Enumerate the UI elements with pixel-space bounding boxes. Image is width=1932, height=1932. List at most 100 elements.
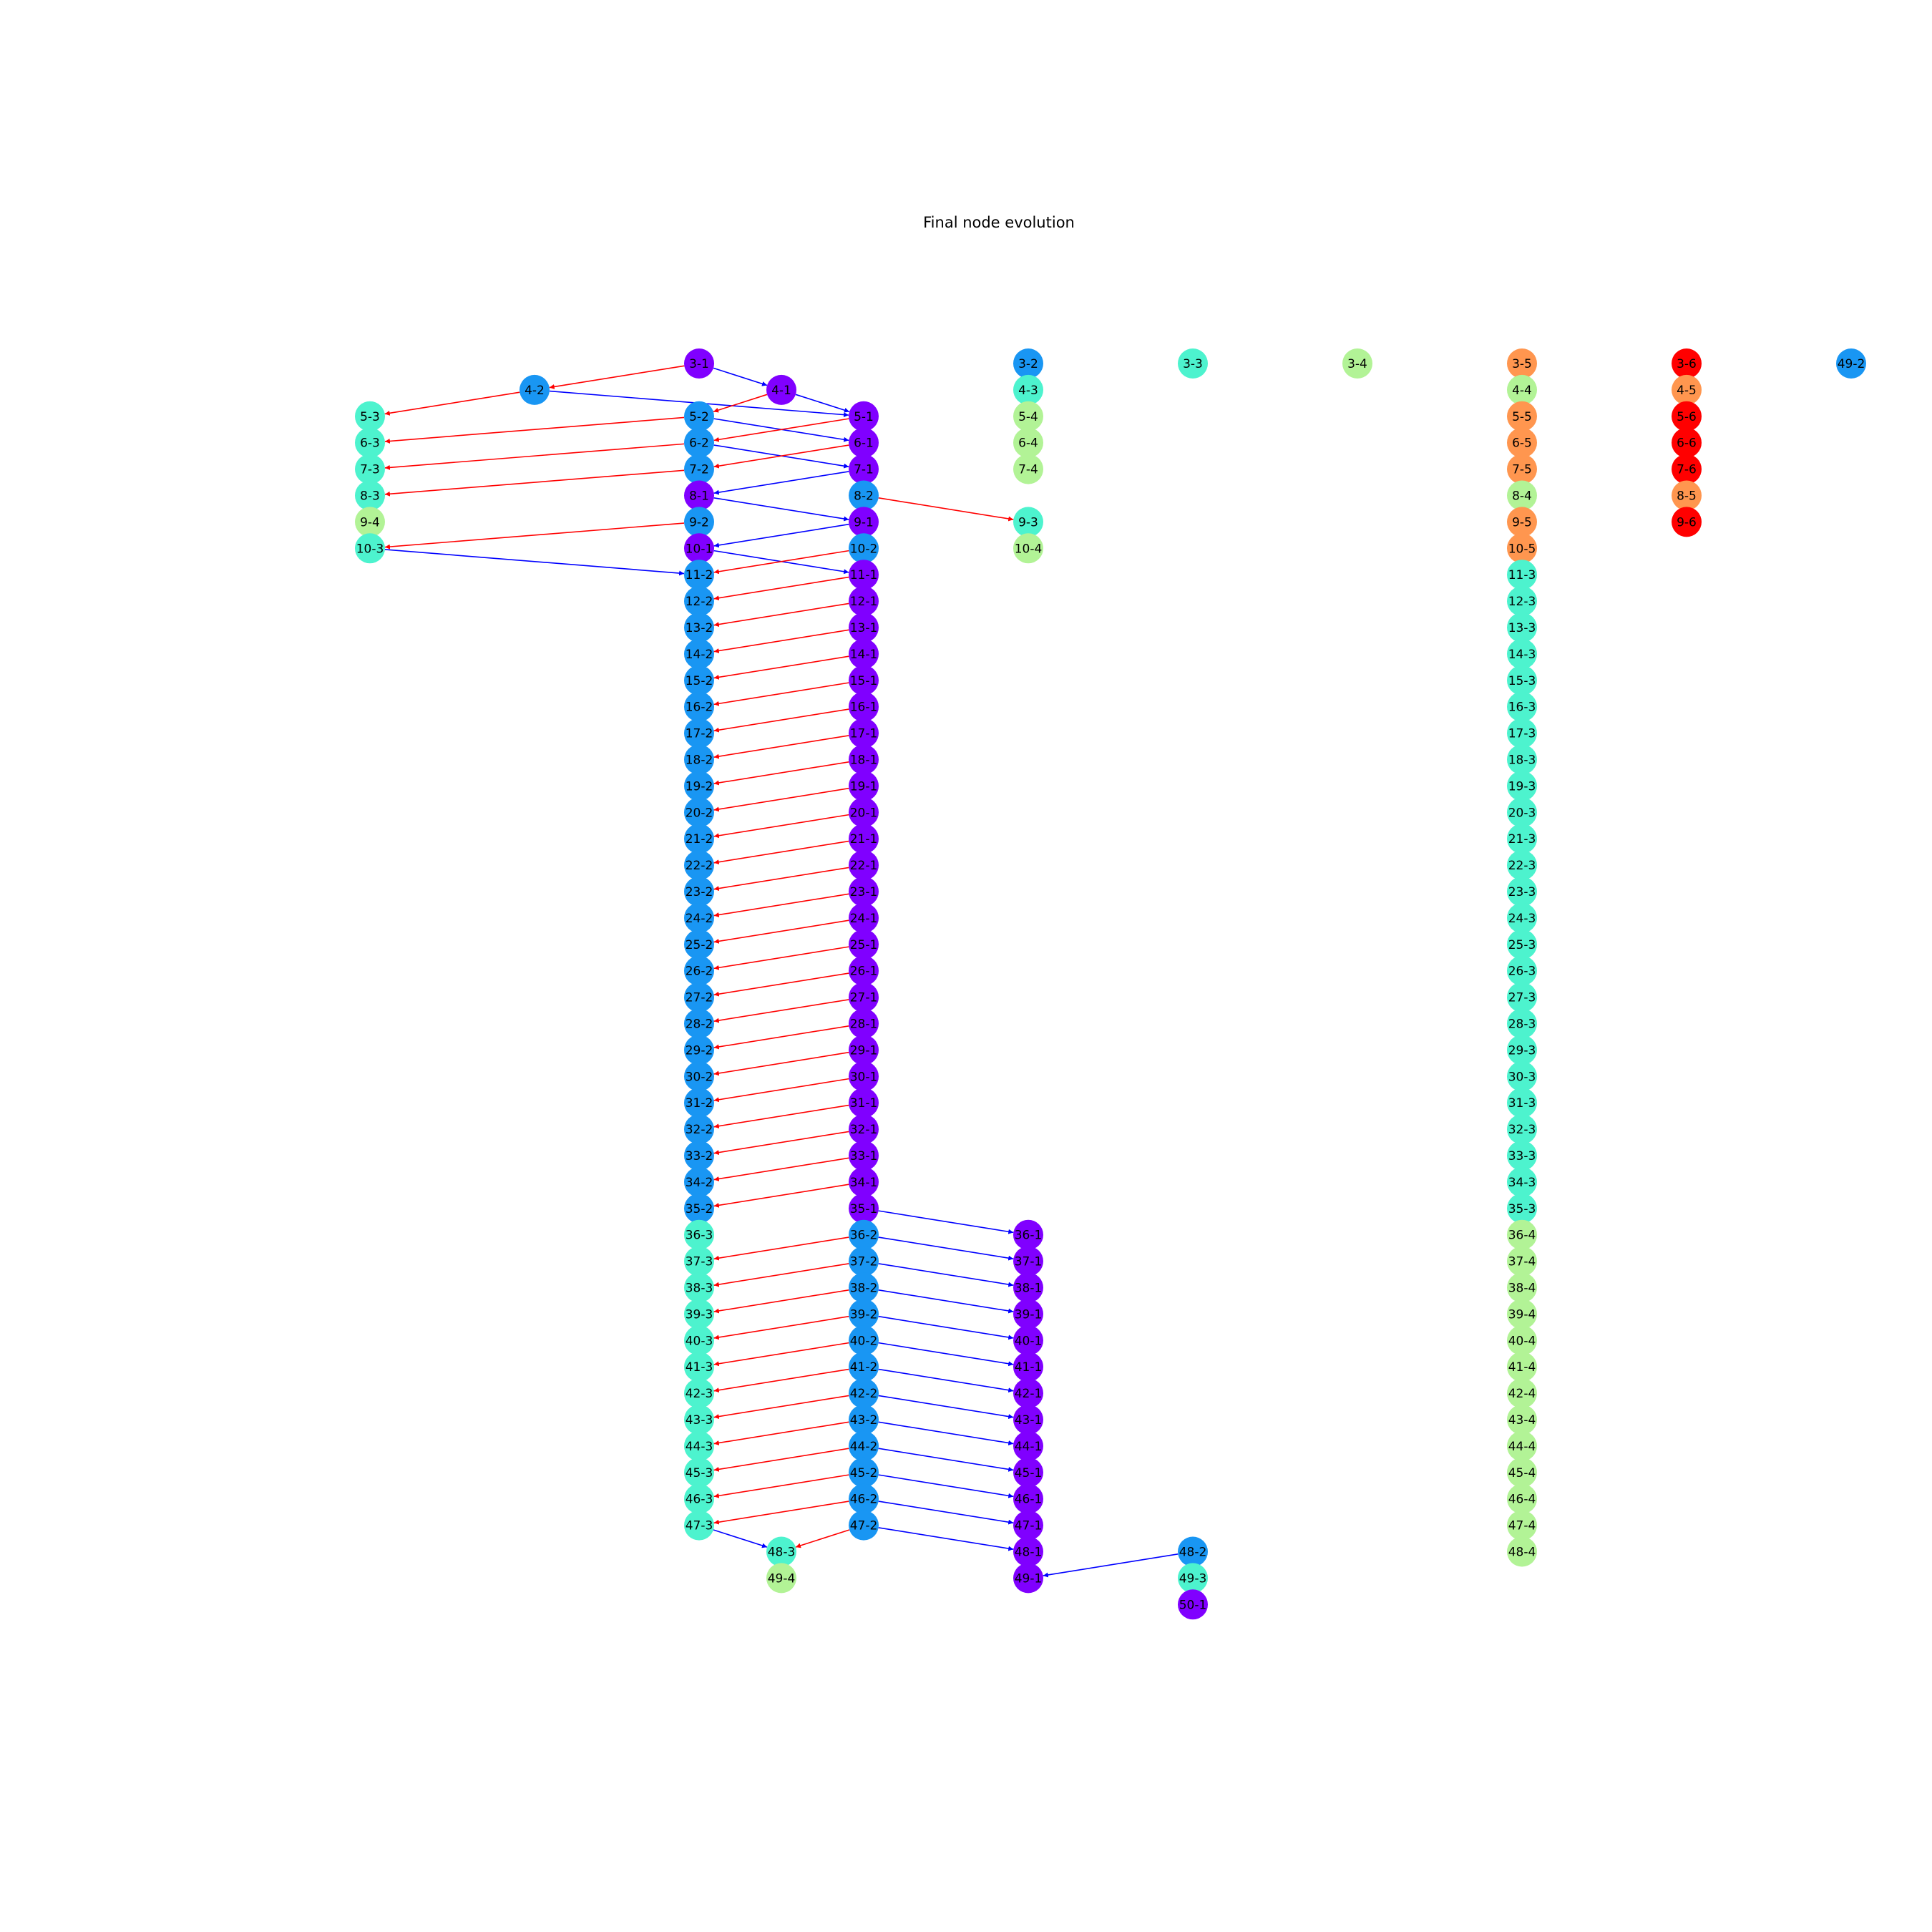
node-circle bbox=[1507, 638, 1537, 669]
node-label: 3-1 bbox=[689, 357, 709, 371]
node-circle bbox=[684, 824, 714, 854]
node-label: 12-1 bbox=[850, 595, 878, 609]
node-5-4: 5-4 bbox=[1013, 401, 1043, 431]
node-label: 8-4 bbox=[1512, 489, 1532, 504]
node-25-1: 25-1 bbox=[849, 929, 879, 960]
node-circle bbox=[1507, 797, 1537, 828]
node-circle bbox=[849, 718, 879, 748]
node-circle bbox=[849, 1246, 879, 1277]
edge-3-1-to-4-1 bbox=[713, 367, 768, 386]
node-circle bbox=[1507, 401, 1537, 431]
node-20-2: 20-2 bbox=[684, 797, 714, 828]
node-circle bbox=[1013, 1563, 1043, 1594]
node-35-1: 35-1 bbox=[849, 1193, 879, 1224]
edge-32-1-to-33-2 bbox=[713, 1131, 849, 1156]
node-label: 48-3 bbox=[768, 1546, 796, 1560]
node-label: 24-1 bbox=[850, 912, 878, 926]
node-label: 20-2 bbox=[686, 806, 713, 820]
edge-14-1-to-15-2 bbox=[713, 655, 849, 680]
node-circle bbox=[355, 480, 385, 511]
edge-24-1-to-25-2 bbox=[713, 919, 849, 944]
edge-4-1-to-5-2 bbox=[713, 394, 768, 413]
node-3-6: 3-6 bbox=[1672, 348, 1702, 379]
node-label: 45-3 bbox=[686, 1466, 713, 1480]
node-label: 39-1 bbox=[1015, 1307, 1043, 1322]
node-label: 37-4 bbox=[1508, 1255, 1536, 1269]
node-label: 22-2 bbox=[686, 859, 713, 873]
node-label: 43-2 bbox=[850, 1413, 878, 1428]
edge-5-1-to-6-2 bbox=[713, 418, 849, 442]
node-label: 24-3 bbox=[1508, 912, 1536, 926]
node-19-3: 19-3 bbox=[1507, 771, 1537, 801]
node-label: 6-2 bbox=[689, 436, 709, 451]
node-label: 19-3 bbox=[1508, 779, 1536, 794]
node-21-1: 21-1 bbox=[849, 824, 879, 854]
node-12-2: 12-2 bbox=[684, 586, 714, 617]
node-7-1: 7-1 bbox=[849, 454, 879, 484]
node-29-1: 29-1 bbox=[849, 1035, 879, 1065]
node-18-2: 18-2 bbox=[684, 744, 714, 775]
node-29-2: 29-2 bbox=[684, 1035, 714, 1065]
node-circle bbox=[684, 929, 714, 960]
node-label: 25-1 bbox=[850, 938, 878, 952]
node-label: 34-1 bbox=[850, 1176, 878, 1190]
node-circle bbox=[519, 374, 550, 405]
node-label: 47-2 bbox=[850, 1519, 878, 1533]
node-31-3: 31-3 bbox=[1507, 1088, 1537, 1118]
node-32-1: 32-1 bbox=[849, 1114, 879, 1145]
node-circle bbox=[684, 850, 714, 881]
edge-37-2-to-38-3 bbox=[713, 1263, 849, 1287]
node-circle bbox=[849, 1141, 879, 1171]
node-circle bbox=[684, 638, 714, 669]
node-circle bbox=[1013, 1352, 1043, 1382]
node-42-2: 42-2 bbox=[849, 1378, 879, 1409]
node-label: 42-1 bbox=[1015, 1387, 1043, 1401]
node-14-1: 14-1 bbox=[849, 638, 879, 669]
node-circle bbox=[1013, 454, 1043, 484]
node-16-3: 16-3 bbox=[1507, 691, 1537, 722]
node-circle bbox=[1507, 665, 1537, 696]
node-38-4: 38-4 bbox=[1507, 1272, 1537, 1303]
node-circle bbox=[849, 1299, 879, 1330]
node-label: 15-1 bbox=[850, 674, 878, 688]
node-10-5: 10-5 bbox=[1507, 533, 1537, 564]
edge-47-2-to-48-3 bbox=[795, 1529, 850, 1548]
node-label: 43-3 bbox=[686, 1413, 713, 1428]
node-6-6: 6-6 bbox=[1672, 427, 1702, 458]
node-circle bbox=[1507, 1430, 1537, 1461]
node-label: 29-1 bbox=[850, 1043, 878, 1058]
node-label: 42-2 bbox=[850, 1387, 878, 1401]
node-circle bbox=[849, 613, 879, 643]
node-label: 26-1 bbox=[850, 965, 878, 979]
node-label: 44-3 bbox=[686, 1440, 713, 1454]
node-label: 26-2 bbox=[686, 965, 713, 979]
edge-44-2-to-45-3 bbox=[713, 1448, 849, 1472]
node-30-3: 30-3 bbox=[1507, 1061, 1537, 1092]
node-41-2: 41-2 bbox=[849, 1352, 879, 1382]
node-circle bbox=[1507, 1272, 1537, 1303]
node-circle bbox=[684, 507, 714, 537]
node-circle bbox=[849, 1008, 879, 1039]
node-label: 29-2 bbox=[686, 1043, 713, 1058]
node-circle bbox=[684, 718, 714, 748]
node-circle bbox=[849, 1457, 879, 1488]
node-label: 4-3 bbox=[1018, 384, 1038, 398]
node-circle bbox=[1507, 454, 1537, 484]
node-circle bbox=[1507, 877, 1537, 907]
edge-41-2-to-42-3 bbox=[713, 1368, 849, 1393]
node-circle bbox=[1507, 955, 1537, 986]
node-circle bbox=[1507, 1483, 1537, 1514]
node-7-4: 7-4 bbox=[1013, 454, 1043, 484]
edge-18-1-to-19-2 bbox=[713, 761, 849, 786]
node-6-3: 6-3 bbox=[355, 427, 385, 458]
node-circle bbox=[1013, 1510, 1043, 1541]
node-18-3: 18-3 bbox=[1507, 744, 1537, 775]
node-label: 40-2 bbox=[850, 1334, 878, 1348]
node-46-2: 46-2 bbox=[849, 1483, 879, 1514]
node-label: 10-2 bbox=[850, 542, 878, 556]
node-11-3: 11-3 bbox=[1507, 560, 1537, 590]
node-label: 12-2 bbox=[686, 595, 713, 609]
node-circle bbox=[1013, 1457, 1043, 1488]
node-26-3: 26-3 bbox=[1507, 955, 1537, 986]
edge-38-2-to-39-1 bbox=[878, 1289, 1014, 1314]
